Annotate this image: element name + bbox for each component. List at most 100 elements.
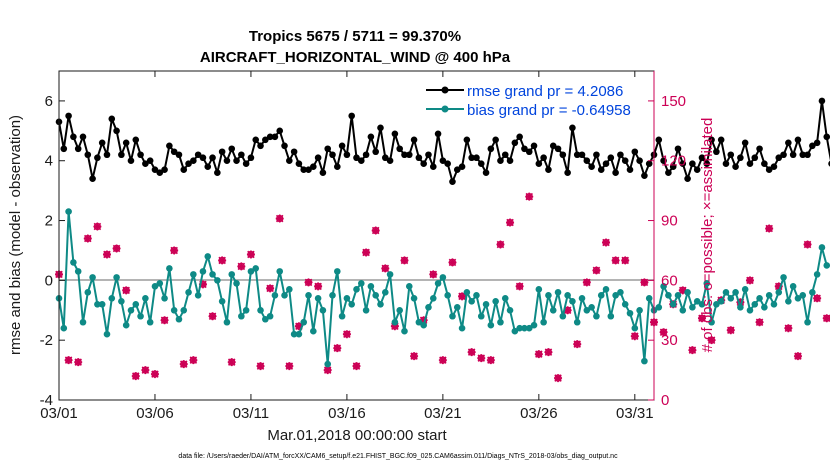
y-tick-label: -2 (40, 332, 53, 349)
rmse-point (314, 154, 322, 162)
bias-point (391, 318, 399, 326)
rmse-point (290, 148, 298, 156)
y-tick-label: 0 (45, 272, 53, 289)
rmse-point (353, 154, 360, 162)
bias-point (204, 253, 212, 260)
rmse-point (338, 142, 346, 150)
rmse-point (377, 124, 384, 132)
bias-point (660, 283, 667, 290)
obs-assimilated-marker (544, 348, 553, 357)
rmse-point (506, 157, 514, 165)
obs-assimilated-marker (246, 250, 255, 259)
bias-point (607, 312, 615, 320)
bias-point (180, 306, 188, 314)
obs-assimilated-marker (294, 322, 303, 331)
bias-point (381, 289, 389, 296)
obs-assimilated-marker (189, 356, 198, 365)
rmse-point (770, 163, 778, 171)
bias-point (679, 306, 687, 314)
rmse-point (804, 151, 811, 159)
bias-point (218, 298, 226, 305)
rmse-point (295, 160, 303, 168)
y-tick-label: -4 (40, 392, 53, 409)
bias-point (809, 289, 816, 296)
legend-bias-marker (441, 105, 449, 113)
rmse-point (266, 133, 274, 141)
rmse-point (98, 139, 106, 147)
y2-tick-label: 30 (661, 332, 678, 349)
obs-assimilated-marker (304, 278, 313, 287)
bias-point (362, 306, 370, 314)
bias-point (818, 244, 826, 251)
obs-assimilated-marker (227, 358, 236, 367)
y2-axis-ticks: 0 30 60 90 120 150 (648, 93, 686, 409)
bias-point (401, 327, 408, 335)
bias-point (410, 295, 418, 302)
rmse-point (94, 154, 101, 162)
bias-point (118, 298, 125, 305)
rmse-point (612, 169, 619, 176)
obs-assimilated-marker (170, 246, 179, 255)
bias-point (458, 324, 466, 332)
bias-point (756, 295, 763, 302)
bias-point (310, 327, 317, 335)
bias-point (74, 268, 82, 275)
x-axis-label: Mar.01,2018 00:00:00 start (267, 427, 447, 444)
rmse-point (257, 142, 264, 150)
rmse-point (689, 160, 696, 168)
bias-point (108, 295, 116, 302)
bias-point (722, 289, 730, 296)
y-axis-label: rmse and bias (model - observation) (7, 115, 24, 355)
bias-point (266, 312, 274, 320)
obs-assimilated-marker (400, 256, 409, 265)
bias-point (525, 324, 533, 332)
bias-point (79, 318, 87, 326)
obs-assimilated-marker (697, 314, 706, 323)
rmse-point (199, 154, 207, 162)
bias-point (813, 271, 821, 278)
rmse-point (737, 154, 744, 162)
rmse-point (785, 139, 792, 147)
obs-assimilated-marker (784, 324, 793, 333)
bias-point (286, 286, 293, 293)
rmse-point (262, 136, 269, 144)
bias-point (540, 318, 547, 326)
bias-point (693, 298, 701, 305)
rmse-point (79, 133, 87, 141)
rmse-point (530, 142, 538, 150)
bias-point (170, 306, 178, 314)
rmse-point (357, 157, 365, 165)
rmse-point (429, 163, 437, 171)
rmse-point (444, 160, 451, 168)
bias-point (175, 315, 183, 323)
bias-point (300, 318, 308, 326)
y2-tick-label: 90 (661, 213, 678, 230)
plot-area (59, 71, 654, 400)
bias-point (631, 324, 639, 332)
rmse-point (166, 142, 173, 150)
legend-rmse-label: rmse grand pr = 4.2086 (467, 83, 623, 100)
rmse-point (501, 151, 509, 159)
rmse-point (540, 154, 547, 162)
rmse-point (463, 136, 471, 144)
bias-point (684, 289, 691, 296)
obs-assimilated-marker (525, 192, 534, 201)
x-tick-label: 03/01 (40, 405, 78, 422)
rmse-point (319, 169, 327, 176)
bias-point (420, 321, 427, 329)
obs-assimilated-marker (611, 256, 620, 265)
rmse-point (60, 145, 68, 153)
y-tick-label: 4 (45, 153, 53, 170)
bias-point (228, 271, 236, 278)
rmse-point (305, 166, 312, 173)
bias-point (257, 306, 264, 314)
rmse-point (669, 163, 677, 171)
bias-point (770, 300, 778, 308)
rmse-point (453, 166, 461, 173)
obs-assimilated-marker (726, 326, 735, 335)
legend: rmse grand pr = 4.2086 bias grand pr = -… (426, 83, 631, 119)
bias-point (238, 312, 245, 320)
rmse-point (511, 139, 519, 147)
bias-point (674, 292, 682, 299)
bias-point (559, 312, 567, 320)
